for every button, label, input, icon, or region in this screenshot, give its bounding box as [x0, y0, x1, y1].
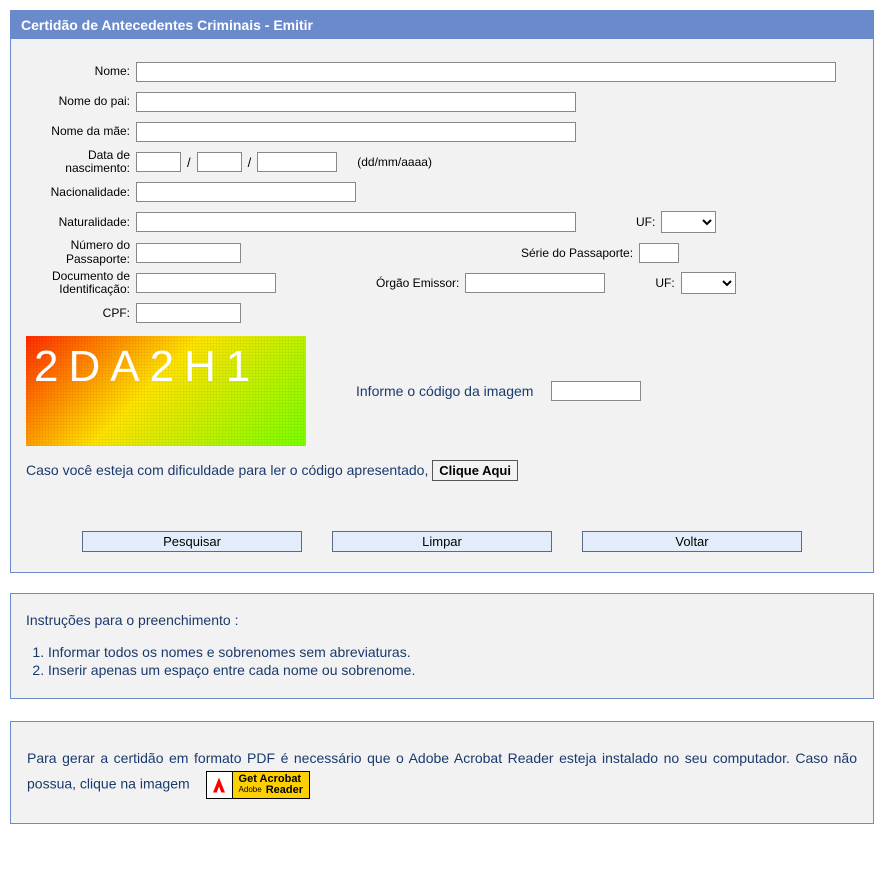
instruction-item: Informar todos os nomes e sobrenomes sem… [48, 644, 858, 660]
form-panel: Certidão de Antecedentes Criminais - Emi… [10, 10, 874, 573]
instruction-item: Inserir apenas um espaço entre cada nome… [48, 662, 858, 678]
nome-input[interactable] [136, 62, 836, 82]
captcha-help: Caso você esteja com dificuldade para le… [26, 460, 858, 481]
panel-body: Nome: Nome do pai: Nome da mãe: Data de … [11, 39, 873, 572]
label-documento-identificacao: Documento de Identificação: [26, 270, 136, 296]
label-naturalidade: Naturalidade: [26, 216, 136, 229]
label-data-nascimento: Data de nascimento: [26, 149, 136, 175]
label-uf1: UF: [636, 215, 655, 229]
captcha-input[interactable] [551, 381, 641, 401]
label-numero-passaporte: Número do Passaporte: [26, 239, 136, 265]
label-nome-pai: Nome do pai: [26, 95, 136, 108]
label-nome: Nome: [26, 65, 136, 78]
captcha-text: 2DA2H1 [26, 336, 306, 446]
serie-passaporte-input[interactable] [639, 243, 679, 263]
nome-mae-input[interactable] [136, 122, 576, 142]
acrobat-badge-bottom: Reader [266, 785, 303, 796]
cpf-input[interactable] [136, 303, 241, 323]
date-hint: (dd/mm/aaaa) [357, 155, 432, 169]
dia-input[interactable] [136, 152, 181, 172]
captcha-prompt: Informe o código da imagem [356, 383, 533, 399]
nome-pai-input[interactable] [136, 92, 576, 112]
documento-identificacao-input[interactable] [136, 273, 276, 293]
uf1-select[interactable] [661, 211, 716, 233]
captcha-help-text: Caso você esteja com dificuldade para le… [26, 462, 432, 478]
label-nacionalidade: Nacionalidade: [26, 186, 136, 199]
captcha-refresh-link[interactable]: Clique Aqui [432, 460, 518, 481]
nacionalidade-input[interactable] [136, 182, 356, 202]
label-cpf: CPF: [26, 307, 136, 320]
date-sep-1: / [187, 155, 191, 170]
label-nome-mae: Nome da mãe: [26, 125, 136, 138]
limpar-button[interactable]: Limpar [332, 531, 552, 552]
pdf-note-text: Para gerar a certidão em formato PDF é n… [27, 750, 857, 792]
acrobat-logo-icon [207, 772, 233, 798]
pesquisar-button[interactable]: Pesquisar [82, 531, 302, 552]
date-sep-2: / [248, 155, 252, 170]
acrobat-badge-sub: Adobe [239, 786, 262, 794]
label-orgao-emissor: Órgão Emissor: [376, 276, 459, 290]
pdf-note-box: Para gerar a certidão em formato PDF é n… [10, 721, 874, 824]
captcha-image: 2DA2H1 [26, 336, 306, 446]
label-uf2: UF: [655, 276, 674, 290]
naturalidade-input[interactable] [136, 212, 576, 232]
ano-input[interactable] [257, 152, 337, 172]
instructions-list: Informar todos os nomes e sobrenomes sem… [48, 644, 858, 678]
label-serie-passaporte: Série do Passaporte: [521, 246, 633, 260]
voltar-button[interactable]: Voltar [582, 531, 802, 552]
panel-title: Certidão de Antecedentes Criminais - Emi… [11, 11, 873, 39]
acrobat-badge[interactable]: Get Acrobat Adobe Reader [206, 771, 310, 799]
instructions-heading: Instruções para o preenchimento : [26, 612, 858, 628]
numero-passaporte-input[interactable] [136, 243, 241, 263]
instructions-box: Instruções para o preenchimento : Inform… [10, 593, 874, 699]
orgao-emissor-input[interactable] [465, 273, 605, 293]
mes-input[interactable] [197, 152, 242, 172]
uf2-select[interactable] [681, 272, 736, 294]
